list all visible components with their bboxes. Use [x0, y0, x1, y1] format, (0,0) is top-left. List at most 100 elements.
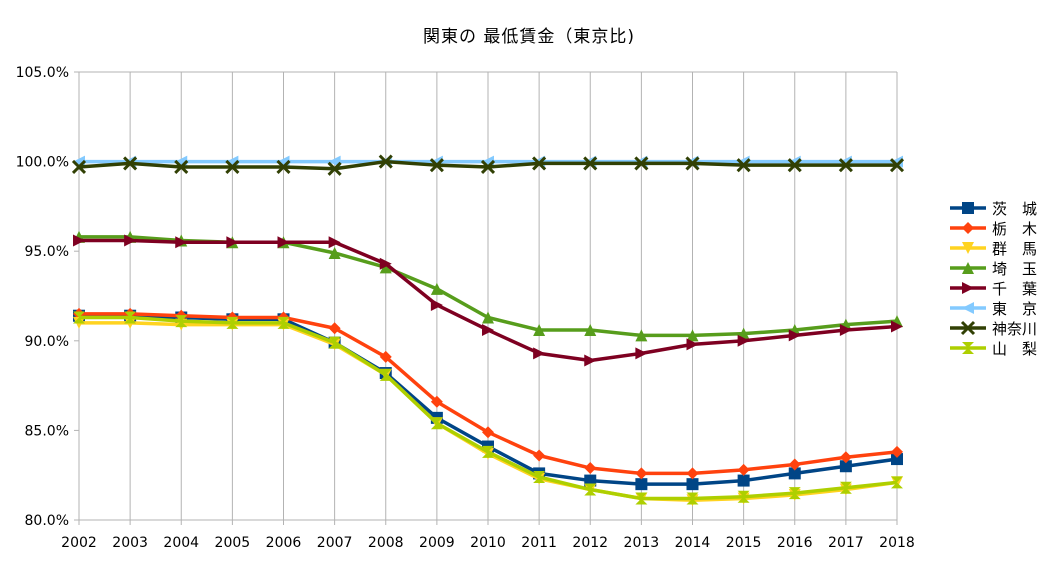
data-point: [686, 467, 699, 480]
x-tick-label: 2010: [470, 535, 506, 551]
data-point: [379, 368, 392, 381]
data-point: [737, 474, 750, 487]
y-tick-label: 105.0%: [16, 65, 69, 81]
data-point: [123, 156, 138, 171]
data-point: [430, 395, 443, 408]
legend-marker: [962, 222, 974, 234]
x-tick-label: 2011: [521, 535, 557, 551]
legend-label: 東 京: [992, 299, 1038, 318]
data-point: [788, 458, 801, 471]
x-tick-label: 2012: [572, 535, 608, 551]
data-point: [480, 159, 496, 175]
data-point: [686, 478, 699, 491]
data-point: [277, 236, 290, 249]
y-tick-label: 85.0%: [25, 423, 69, 439]
series-5: [73, 234, 903, 367]
data-point: [839, 451, 852, 464]
x-tick-label: 2015: [726, 535, 762, 551]
data-point: [635, 478, 648, 491]
data-point: [430, 298, 443, 311]
legend-item: 栃 木: [948, 218, 1058, 238]
data-point: [634, 156, 649, 171]
data-point: [839, 460, 852, 473]
legend-marker: [962, 302, 974, 314]
data-point: [635, 467, 648, 480]
x-tick-label: 2006: [266, 535, 302, 551]
data-point: [175, 315, 188, 328]
data-point: [533, 324, 546, 337]
legend-swatch: [950, 222, 986, 234]
data-point: [839, 481, 852, 494]
data-point: [71, 159, 87, 175]
data-point: [482, 445, 494, 458]
data-point: [891, 476, 903, 489]
x-tick-label: 2009: [419, 535, 455, 551]
legend-item: 神奈川: [948, 318, 1058, 338]
data-point: [430, 417, 443, 430]
legend-marker: [962, 342, 974, 354]
series-lines: [71, 154, 905, 507]
data-point: [533, 347, 546, 360]
data-point: [328, 246, 341, 259]
y-tick-label: 100.0%: [16, 155, 69, 171]
data-point: [737, 334, 750, 347]
legend-swatch: [950, 282, 986, 294]
x-tick-label: 2013: [624, 535, 660, 551]
axes: [74, 71, 898, 525]
data-point: [685, 156, 700, 171]
legend-label: 茨 城: [992, 199, 1038, 218]
x-tick-label: 2014: [675, 535, 711, 551]
legend-swatch: [950, 262, 986, 274]
data-point: [891, 155, 903, 168]
data-point: [73, 311, 85, 324]
x-tick-label: 2003: [112, 535, 148, 551]
data-point: [175, 236, 188, 249]
data-point: [429, 158, 444, 173]
series-7: [71, 154, 905, 176]
data-point: [584, 483, 597, 496]
legend-marker: [960, 320, 976, 336]
x-tick-label: 2017: [828, 535, 864, 551]
x-tick-label: 2007: [317, 535, 353, 551]
data-point: [533, 470, 546, 483]
data-point: [889, 158, 905, 173]
data-point: [277, 316, 290, 329]
legend-label: 群 馬: [992, 239, 1038, 258]
legend-item: 東 京: [948, 298, 1058, 318]
data-point: [533, 449, 546, 462]
data-point: [686, 492, 699, 505]
data-point: [584, 354, 597, 367]
legend-item: 群 馬: [948, 238, 1058, 258]
data-point: [532, 156, 547, 171]
y-tick-label: 95.0%: [25, 244, 69, 260]
data-point: [378, 154, 393, 169]
chart-title: 関東の 最低賃金（東京比): [422, 27, 636, 47]
data-point: [430, 282, 443, 295]
legend-swatch: [950, 242, 986, 254]
data-point: [124, 234, 137, 247]
legend-swatch: [950, 302, 986, 314]
legend-label: 栃 木: [992, 219, 1038, 238]
data-point: [737, 490, 750, 503]
data-point: [838, 158, 853, 173]
data-point: [584, 462, 597, 475]
x-tick-label: 2016: [777, 535, 813, 551]
series-8: [73, 311, 903, 505]
data-point: [787, 158, 802, 173]
legend: 茨 城栃 木群 馬埼 玉千 葉東 京神奈川山 梨: [948, 198, 1058, 358]
data-point: [379, 261, 392, 274]
x-tick-label: 2008: [368, 535, 404, 551]
data-point: [686, 338, 699, 351]
legend-swatch: [950, 320, 986, 336]
data-point: [328, 236, 341, 249]
data-point: [124, 311, 137, 324]
legend-marker: [962, 262, 974, 274]
data-point: [226, 236, 239, 249]
tick-labels: 80.0% 85.0% 90.0% 95.0% 100.0% 105.0% 2002 2003…: [16, 65, 915, 551]
legend-marker: [962, 242, 974, 254]
data-point: [482, 311, 494, 324]
x-tick-label: 2005: [215, 535, 251, 551]
legend-swatch: [950, 342, 986, 354]
data-point: [583, 156, 598, 171]
